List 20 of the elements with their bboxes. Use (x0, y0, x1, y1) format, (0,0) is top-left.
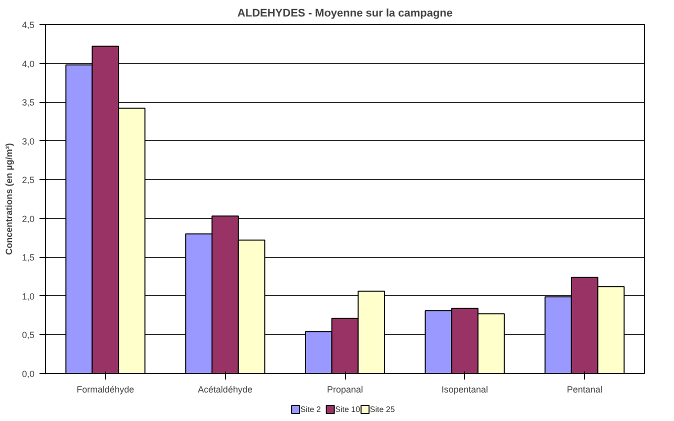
y-tick-label: 2,5 (22, 175, 35, 186)
y-tick-label: 0,5 (22, 330, 35, 340)
y-axis-title: Concentrations (en µg/m³) (4, 143, 14, 255)
y-tick-label: 3,5 (22, 98, 35, 108)
legend-label: Site 2 (300, 405, 322, 414)
x-tick-label: Propanal (326, 384, 364, 394)
legend-label: Site 10 (335, 405, 361, 414)
x-tick-label: Pentanal (566, 384, 602, 394)
legend-label: Site 25 (370, 405, 396, 414)
x-tick-label: Acétaldéhyde (198, 384, 252, 394)
x-tick-label: Formaldéhyde (76, 384, 134, 394)
y-tick-label: 4,0 (22, 58, 35, 69)
y-tick-label: 1,5 (22, 252, 35, 263)
y-tick-label: 4,5 (22, 20, 35, 30)
y-tick-label: 2,0 (22, 214, 35, 224)
x-tick-label: Isopentanal (442, 384, 488, 394)
y-tick-label: 1,0 (22, 291, 35, 302)
chart-title: ALDEHYDES - Moyenne sur la campagne (237, 8, 453, 20)
y-tick-label: 0,0 (22, 369, 35, 379)
y-tick-label: 3,0 (22, 136, 35, 146)
